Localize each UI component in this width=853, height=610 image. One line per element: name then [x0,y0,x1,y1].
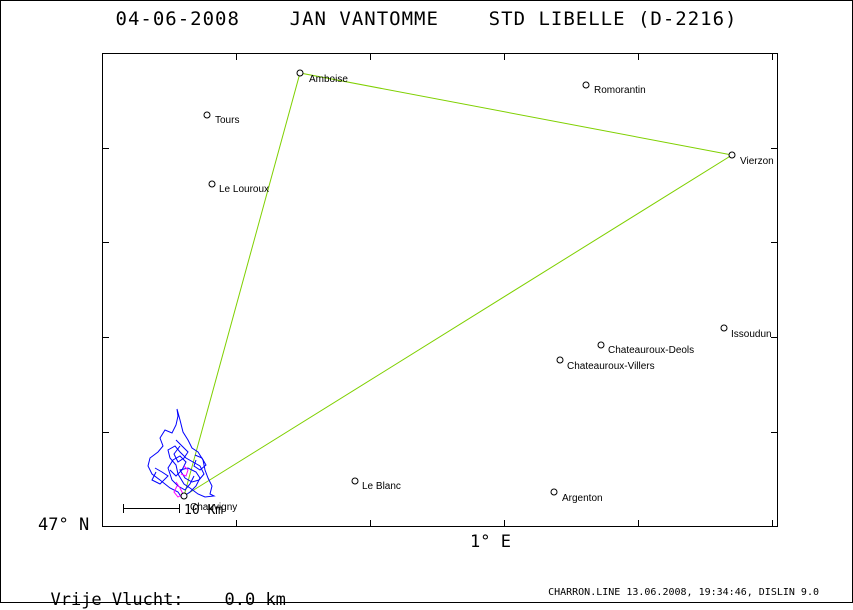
place-chateauroux-villers[interactable]: Chateauroux-Villers [556,356,655,372]
scale-bar-label: 10 Km [184,503,223,518]
credit-line: CHARRON.LINE 13.06.2008, 19:34:46, DISLI… [548,587,819,598]
place-label: Amboise [309,74,348,85]
place-label: Chauvigny [190,502,237,513]
latitude-label: 47° N [38,515,90,535]
place-label: Vierzon [740,156,774,167]
distance-label: Vrije Vlucht: [50,590,184,610]
place-vierzon[interactable]: Vierzon [728,151,774,167]
place-marker [296,69,304,77]
flight-track-accent [173,465,189,498]
place-marker [550,488,558,496]
place-chateauroux-deols[interactable]: Chateauroux-Deols [597,341,694,356]
place-label: Argenton [562,493,603,504]
place-label: Issoudun [731,329,772,340]
map-title: 04-06-2008 JAN VANTOMME STD LIBELLE (D-2… [115,8,738,30]
place-label: Le Louroux [219,184,269,195]
scale-bar [123,504,180,513]
longitude-label: 1° E [470,532,511,552]
place-marker [728,151,736,159]
place-label: Chateauroux-Deols [608,345,694,356]
flight-track [147,408,216,499]
place-marker [180,492,188,500]
place-le-louroux[interactable]: Le Louroux [208,180,269,195]
place-issoudun[interactable]: Issoudun [720,324,772,340]
place-marker [582,81,590,89]
place-marker [720,324,728,332]
place-chauvigny[interactable]: Chauvigny [180,492,237,513]
task-route [183,72,734,497]
axis-ticks [103,54,777,526]
place-marker [597,341,605,349]
place-tours[interactable]: Tours [203,111,239,126]
place-amboise[interactable]: Amboise [296,69,348,85]
place-le-blanc[interactable]: Le Blanc [351,477,401,492]
place-marker [351,477,359,485]
distance-readout: Vrije Vlucht: 0.0 km [30,570,286,610]
place-label: Le Blanc [362,481,401,492]
place-label: Tours [215,115,239,126]
distance-value: 0.0 km [224,590,286,610]
place-marker [203,111,211,119]
place-argenton[interactable]: Argenton [550,488,603,504]
plot-frame [102,53,778,527]
place-label: Chateauroux-Villers [567,361,655,372]
place-marker [208,180,216,188]
place-label: Romorantin [594,85,646,96]
place-romorantin[interactable]: Romorantin [582,81,646,96]
place-marker [556,356,564,364]
